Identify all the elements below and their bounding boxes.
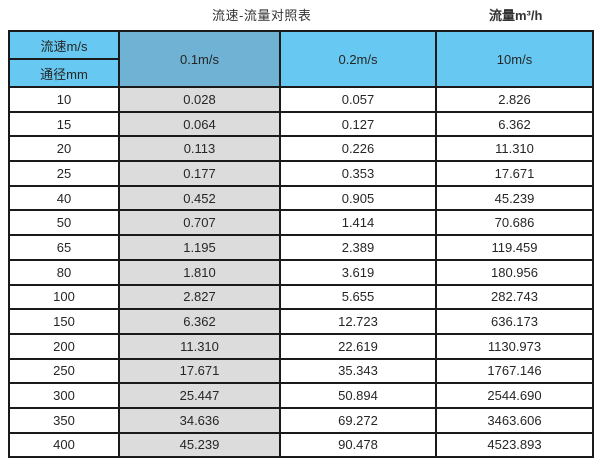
value-cell: 0.353 bbox=[279, 160, 437, 187]
value-cell: 90.478 bbox=[279, 431, 437, 459]
corner-cell-diameter: 通径mm bbox=[8, 58, 120, 88]
value-cell: 22.619 bbox=[279, 332, 437, 360]
value-cell: 119.459 bbox=[435, 234, 594, 261]
value-cell: 0.226 bbox=[279, 135, 437, 163]
value-cell: 5.655 bbox=[279, 283, 437, 311]
table-row: 20 0.113 0.226 11.310 bbox=[8, 135, 594, 163]
value-cell: 636.173 bbox=[435, 308, 594, 335]
diameter-cell: 25 bbox=[8, 160, 120, 187]
column-header-velocity-3: 10m/s bbox=[435, 30, 594, 88]
table-row: 50 0.707 1.414 70.686 bbox=[8, 209, 594, 237]
diameter-cell: 15 bbox=[8, 110, 120, 138]
value-cell: 45.239 bbox=[435, 184, 594, 212]
diameter-cell: 100 bbox=[8, 283, 120, 311]
value-cell: 0.113 bbox=[118, 135, 281, 163]
value-cell: 0.452 bbox=[118, 184, 281, 212]
value-cell: 0.028 bbox=[118, 86, 281, 113]
value-cell: 0.177 bbox=[118, 160, 281, 187]
table-row: 40 0.452 0.905 45.239 bbox=[8, 184, 594, 212]
diameter-cell: 80 bbox=[8, 258, 120, 286]
header-row-top: 流速m/s 0.1m/s 0.2m/s 10m/s bbox=[8, 30, 594, 88]
diameter-cell: 40 bbox=[8, 184, 120, 212]
value-cell: 0.057 bbox=[279, 86, 437, 113]
value-cell: 0.707 bbox=[118, 209, 281, 237]
value-cell: 12.723 bbox=[279, 308, 437, 335]
corner-cell-velocity: 流速m/s bbox=[8, 30, 120, 60]
table-row: 350 34.636 69.272 3463.606 bbox=[8, 406, 594, 434]
value-cell: 6.362 bbox=[118, 308, 281, 335]
table-row: 15 0.064 0.127 6.362 bbox=[8, 110, 594, 138]
value-cell: 11.310 bbox=[435, 135, 594, 163]
value-cell: 1767.146 bbox=[435, 357, 594, 385]
value-cell: 180.956 bbox=[435, 258, 594, 286]
value-cell: 1.414 bbox=[279, 209, 437, 237]
value-cell: 282.743 bbox=[435, 283, 594, 311]
value-cell: 0.064 bbox=[118, 110, 281, 138]
table-row: 10 0.028 0.057 2.826 bbox=[8, 86, 594, 113]
diameter-cell: 250 bbox=[8, 357, 120, 385]
header-row-bottom: 通径mm bbox=[8, 58, 593, 88]
table-row: 25 0.177 0.353 17.671 bbox=[8, 160, 594, 187]
table-row: 100 2.827 5.655 282.743 bbox=[8, 283, 594, 311]
value-cell: 1.195 bbox=[118, 234, 281, 261]
table-row: 250 17.671 35.343 1767.146 bbox=[8, 357, 594, 385]
value-cell: 70.686 bbox=[435, 209, 594, 237]
value-cell: 1130.973 bbox=[435, 332, 594, 360]
table-row: 300 25.447 50.894 2544.690 bbox=[8, 382, 594, 409]
flow-unit-label: 流量m³/h bbox=[489, 8, 543, 23]
diameter-cell: 65 bbox=[8, 234, 120, 261]
diameter-cell: 50 bbox=[8, 209, 120, 237]
flow-comparison-table: 流速m/s 0.1m/s 0.2m/s 10m/s 通径mm 10 0.028 … bbox=[8, 30, 594, 459]
value-cell: 17.671 bbox=[435, 160, 594, 187]
column-header-velocity-1: 0.1m/s bbox=[118, 30, 281, 88]
table-row: 200 11.310 22.619 1130.973 bbox=[8, 332, 594, 360]
diameter-cell: 350 bbox=[8, 406, 120, 434]
diameter-cell: 150 bbox=[8, 308, 120, 335]
value-cell: 2.389 bbox=[279, 234, 437, 261]
value-cell: 69.272 bbox=[279, 406, 437, 434]
value-cell: 3.619 bbox=[279, 258, 437, 286]
value-cell: 34.636 bbox=[118, 406, 281, 434]
diameter-cell: 10 bbox=[8, 86, 120, 113]
value-cell: 2.827 bbox=[118, 283, 281, 311]
table-header: 流速m/s 0.1m/s 0.2m/s 10m/s 通径mm bbox=[8, 30, 594, 88]
value-cell: 50.894 bbox=[279, 382, 437, 409]
value-cell: 17.671 bbox=[118, 357, 281, 385]
table-row: 400 45.239 90.478 4523.893 bbox=[8, 431, 594, 459]
value-cell: 11.310 bbox=[118, 332, 281, 360]
diameter-cell: 300 bbox=[8, 382, 120, 409]
value-cell: 4523.893 bbox=[435, 431, 594, 459]
value-cell: 3463.606 bbox=[435, 406, 594, 434]
diameter-cell: 400 bbox=[8, 431, 120, 459]
value-cell: 2.826 bbox=[435, 86, 594, 113]
value-cell: 0.905 bbox=[279, 184, 437, 212]
value-cell: 2544.690 bbox=[435, 382, 594, 409]
value-cell: 0.127 bbox=[279, 110, 437, 138]
value-cell: 1.810 bbox=[118, 258, 281, 286]
diameter-cell: 200 bbox=[8, 332, 120, 360]
diameter-cell: 20 bbox=[8, 135, 120, 163]
table-row: 65 1.195 2.389 119.459 bbox=[8, 234, 594, 261]
table-row: 150 6.362 12.723 636.173 bbox=[8, 308, 594, 335]
value-cell: 6.362 bbox=[435, 110, 594, 138]
value-cell: 45.239 bbox=[118, 431, 281, 459]
value-cell: 25.447 bbox=[118, 382, 281, 409]
table-row: 80 1.810 3.619 180.956 bbox=[8, 258, 594, 286]
column-header-velocity-2: 0.2m/s bbox=[279, 30, 437, 88]
table-title: 流速-流量对照表 bbox=[212, 8, 312, 23]
value-cell: 35.343 bbox=[279, 357, 437, 385]
table-body: 10 0.028 0.057 2.826 15 0.064 0.127 6.36… bbox=[8, 86, 594, 459]
